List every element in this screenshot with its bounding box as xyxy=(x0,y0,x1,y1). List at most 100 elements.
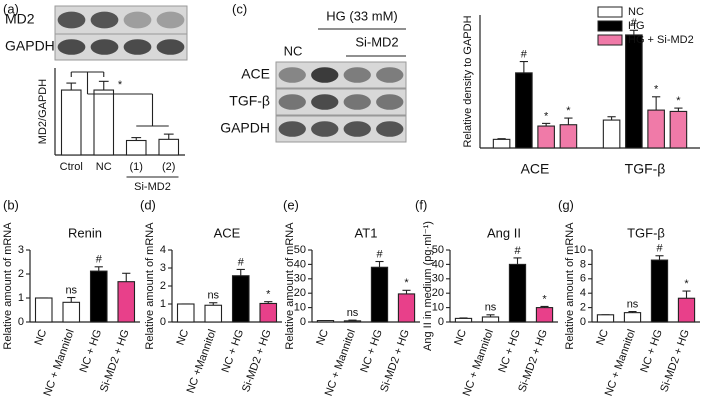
y-tick-label: 20 xyxy=(294,287,306,299)
y-axis-label: Ang II in medium (pg·ml⁻¹) xyxy=(422,221,434,351)
bar xyxy=(93,89,115,156)
y-tick-label: 0 xyxy=(580,316,586,328)
y-tick-label: 0 xyxy=(300,316,306,328)
y-tick-label: 0 xyxy=(438,316,444,328)
x-tick-label: NC xyxy=(452,328,469,347)
legend-label: NC xyxy=(628,6,644,18)
blot-spot xyxy=(123,39,152,55)
panel-label: (b) xyxy=(3,197,19,212)
y-tick-label: 10 xyxy=(574,244,586,256)
bar xyxy=(117,281,136,323)
panel-label: (f) xyxy=(415,197,427,212)
bar xyxy=(60,89,82,156)
annotation: * xyxy=(654,84,659,96)
x-tick-label: (1) xyxy=(130,161,143,173)
legend-label: HG xyxy=(628,20,645,32)
legend-swatch xyxy=(597,20,623,32)
y-tick-label: 10 xyxy=(294,302,306,314)
bar xyxy=(481,316,500,323)
y-tick-label: 0 xyxy=(18,316,24,328)
panel-label: (c) xyxy=(232,1,247,16)
y-tick-label: 3 xyxy=(18,244,24,256)
blot-spot xyxy=(311,94,339,110)
bar xyxy=(492,138,511,149)
x-tick-label: NC xyxy=(594,328,611,347)
blot-label: MD2 xyxy=(5,11,35,27)
blot-spot xyxy=(90,39,119,55)
blot-spot xyxy=(376,67,404,83)
x-tick-label: Si-MD2 + HG xyxy=(378,328,412,394)
y-tick-label: 3 xyxy=(160,262,166,274)
blot-spot xyxy=(90,11,119,29)
annotation: # xyxy=(521,48,528,60)
annotation: # xyxy=(631,17,638,29)
bar xyxy=(454,317,473,323)
bar xyxy=(343,320,362,323)
chart-title: ACE xyxy=(214,225,241,240)
x-tick-label: NC + HG xyxy=(78,328,105,374)
blot-label: ACE xyxy=(241,66,270,82)
x-tick-label: NC + HG xyxy=(358,328,385,374)
y-tick-label: 8 xyxy=(580,258,586,270)
x-tick-label: ACE xyxy=(521,161,550,177)
blot-label: TGF-β xyxy=(229,93,270,109)
legend-swatch xyxy=(597,6,623,18)
blot-spot xyxy=(311,121,339,137)
y-tick-label: 4 xyxy=(580,287,586,299)
blot-spot xyxy=(278,121,306,137)
panel-label: (e) xyxy=(283,197,299,212)
blot-spot xyxy=(343,121,371,137)
x-tick-label: Ctrol xyxy=(60,161,83,173)
blot-knockdown: Si-MD2 xyxy=(355,34,398,49)
blot-spot xyxy=(156,11,185,29)
panel-label: (d) xyxy=(140,197,156,212)
x-tick-label: NC xyxy=(175,328,192,347)
y-tick-label: 30 xyxy=(294,273,306,285)
bar xyxy=(125,139,147,156)
bar xyxy=(34,297,53,323)
x-tick-label: Si-MD2 + HG xyxy=(98,328,132,394)
chart-title: TGF-β xyxy=(627,225,665,240)
legend-label: HG + Si-MD2 xyxy=(628,34,694,46)
y-axis-label: MD2/GAPDH xyxy=(37,79,49,144)
annotation: * xyxy=(566,105,571,117)
chart-title: AT1 xyxy=(355,225,378,240)
annotation: * xyxy=(118,79,123,91)
bar xyxy=(602,119,621,149)
blot-spot xyxy=(376,94,404,110)
blot-control: NC xyxy=(284,43,303,58)
annotation: # xyxy=(514,245,521,257)
blot-spot xyxy=(376,121,404,137)
y-tick-label: 2 xyxy=(18,268,24,280)
bar xyxy=(559,124,578,149)
blot-spot xyxy=(156,39,185,55)
y-axis-label: Relative amount of mRNA xyxy=(564,222,576,350)
bar xyxy=(515,72,533,149)
bar xyxy=(231,275,250,323)
blot-spot xyxy=(278,94,306,110)
x-tick-label: NC xyxy=(314,328,331,347)
y-axis-label: Relative amount of mRNA xyxy=(2,222,14,350)
annotation: * xyxy=(542,293,547,305)
x-tick-label: (2) xyxy=(162,161,175,173)
annotation: ns xyxy=(207,290,219,302)
annotation: * xyxy=(266,289,271,301)
x-tick-label: Si-MD2 + HG xyxy=(658,328,692,394)
annotation: ns xyxy=(65,284,77,296)
x-tick-label: NC +Mannitol xyxy=(185,328,219,395)
annotation: * xyxy=(676,95,681,107)
annotation: * xyxy=(404,277,409,289)
y-tick-label: 4 xyxy=(160,244,166,256)
blot-label: GAPDH xyxy=(5,38,55,54)
x-tick-label: NC + HG xyxy=(220,328,247,374)
annotation: ns xyxy=(347,307,359,319)
blot-spot xyxy=(343,94,371,110)
panel-label: (g) xyxy=(558,197,574,212)
y-tick-label: 1 xyxy=(18,292,24,304)
bar xyxy=(158,138,180,156)
chart-title: Ang II xyxy=(487,225,521,240)
blot-spot xyxy=(57,39,86,55)
x-tick-label: NC xyxy=(96,161,112,173)
x-tick-label: NC + HG xyxy=(638,328,665,374)
bar xyxy=(316,320,335,323)
